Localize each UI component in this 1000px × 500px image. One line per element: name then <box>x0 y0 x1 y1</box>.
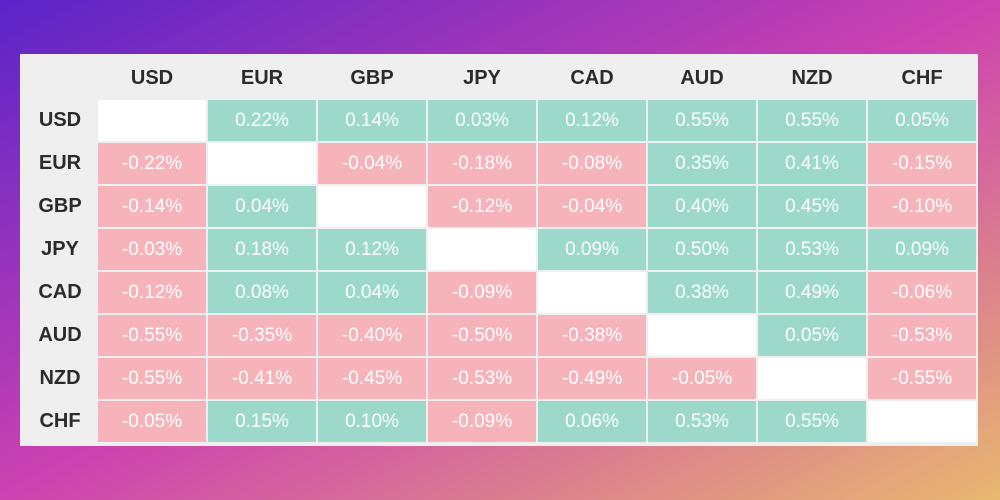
heatmap-cell-usd-nzd: 0.55% <box>758 100 866 141</box>
heatmap-cell-usd-jpy: 0.03% <box>428 100 536 141</box>
heatmap-cell-gbp-cad: -0.04% <box>538 186 646 227</box>
heatmap-cell-aud-eur: -0.35% <box>208 315 316 356</box>
heatmap-cell-chf-eur: 0.15% <box>208 401 316 442</box>
heatmap-cell-eur-usd: -0.22% <box>98 143 206 184</box>
heatmap-cell-jpy-eur: 0.18% <box>208 229 316 270</box>
heatmap-cell-usd-gbp: 0.14% <box>318 100 426 141</box>
row-header-usd: USD <box>24 100 96 141</box>
table-row: CHF -0.05% 0.15% 0.10% -0.09% 0.06% 0.53% 0.55% <box>24 401 976 442</box>
column-header-nzd: NZD <box>758 58 866 98</box>
row-header-nzd: NZD <box>24 358 96 399</box>
heatmap-cell-aud-cad: -0.38% <box>538 315 646 356</box>
row-header-cad: CAD <box>24 272 96 313</box>
heatmap-cell-gbp-eur: 0.04% <box>208 186 316 227</box>
heatmap-cell-usd-eur: 0.22% <box>208 100 316 141</box>
heatmap-cell-gbp-usd: -0.14% <box>98 186 206 227</box>
corner-cell <box>24 58 96 98</box>
heatmap-cell-aud-nzd: 0.05% <box>758 315 866 356</box>
diagonal-cell <box>648 315 756 356</box>
heatmap-cell-aud-chf: -0.53% <box>868 315 976 356</box>
heatmap-cell-eur-gbp: -0.04% <box>318 143 426 184</box>
heatmap-cell-nzd-usd: -0.55% <box>98 358 206 399</box>
heatmap-cell-nzd-eur: -0.41% <box>208 358 316 399</box>
heatmap-cell-cad-usd: -0.12% <box>98 272 206 313</box>
table-row: JPY -0.03% 0.18% 0.12% 0.09% 0.50% 0.53% 0.09% <box>24 229 976 270</box>
diagonal-cell <box>98 100 206 141</box>
column-header-aud: AUD <box>648 58 756 98</box>
column-header-row: USD EUR GBP JPY CAD AUD NZD CHF <box>24 58 976 98</box>
heatmap-cell-jpy-chf: 0.09% <box>868 229 976 270</box>
heatmap-cell-aud-jpy: -0.50% <box>428 315 536 356</box>
row-header-chf: CHF <box>24 401 96 442</box>
heatmap-cell-chf-aud: 0.53% <box>648 401 756 442</box>
heatmap-body: USD 0.22% 0.14% 0.03% 0.12% 0.55% 0.55% 0.05% EU… <box>24 100 976 442</box>
heatmap-cell-jpy-usd: -0.03% <box>98 229 206 270</box>
heatmap-cell-cad-eur: 0.08% <box>208 272 316 313</box>
column-header-eur: EUR <box>208 58 316 98</box>
heatmap-cell-chf-usd: -0.05% <box>98 401 206 442</box>
table-row: GBP -0.14% 0.04% -0.12% -0.04% 0.40% 0.45% -0.1… <box>24 186 976 227</box>
heatmap-cell-aud-usd: -0.55% <box>98 315 206 356</box>
heatmap-cell-cad-gbp: 0.04% <box>318 272 426 313</box>
heatmap-cell-cad-aud: 0.38% <box>648 272 756 313</box>
table-row: USD 0.22% 0.14% 0.03% 0.12% 0.55% 0.55% 0.05% <box>24 100 976 141</box>
diagonal-cell <box>208 143 316 184</box>
heatmap-cell-cad-jpy: -0.09% <box>428 272 536 313</box>
column-header-chf: CHF <box>868 58 976 98</box>
heatmap-cell-jpy-nzd: 0.53% <box>758 229 866 270</box>
heatmap-cell-nzd-gbp: -0.45% <box>318 358 426 399</box>
column-header-cad: CAD <box>538 58 646 98</box>
heatmap-cell-eur-jpy: -0.18% <box>428 143 536 184</box>
currency-heatmap-table: USD EUR GBP JPY CAD AUD NZD CHF USD 0.22% 0.14% 0.… <box>22 56 978 444</box>
heatmap-cell-gbp-aud: 0.40% <box>648 186 756 227</box>
row-header-gbp: GBP <box>24 186 96 227</box>
diagonal-cell <box>318 186 426 227</box>
row-header-jpy: JPY <box>24 229 96 270</box>
heatmap-cell-nzd-aud: -0.05% <box>648 358 756 399</box>
heatmap-cell-cad-nzd: 0.49% <box>758 272 866 313</box>
diagonal-cell <box>758 358 866 399</box>
row-header-aud: AUD <box>24 315 96 356</box>
heatmap-cell-aud-gbp: -0.40% <box>318 315 426 356</box>
heatmap-cell-usd-aud: 0.55% <box>648 100 756 141</box>
table-row: AUD -0.55% -0.35% -0.40% -0.50% -0.38% 0.05% -0… <box>24 315 976 356</box>
heatmap-cell-chf-cad: 0.06% <box>538 401 646 442</box>
heatmap-cell-jpy-cad: 0.09% <box>538 229 646 270</box>
heatmap-cell-eur-nzd: 0.41% <box>758 143 866 184</box>
table-row: NZD -0.55% -0.41% -0.45% -0.53% -0.49% -0.05% -… <box>24 358 976 399</box>
table-row: EUR -0.22% -0.04% -0.18% -0.08% 0.35% 0.41% -0.… <box>24 143 976 184</box>
heatmap-cell-usd-chf: 0.05% <box>868 100 976 141</box>
heatmap-cell-jpy-aud: 0.50% <box>648 229 756 270</box>
heatmap-cell-nzd-jpy: -0.53% <box>428 358 536 399</box>
row-header-eur: EUR <box>24 143 96 184</box>
heatmap-cell-eur-chf: -0.15% <box>868 143 976 184</box>
heatmap-cell-cad-chf: -0.06% <box>868 272 976 313</box>
column-header-usd: USD <box>98 58 206 98</box>
diagonal-cell <box>428 229 536 270</box>
heatmap-cell-nzd-chf: -0.55% <box>868 358 976 399</box>
column-header-gbp: GBP <box>318 58 426 98</box>
column-header-jpy: JPY <box>428 58 536 98</box>
heatmap-cell-chf-gbp: 0.10% <box>318 401 426 442</box>
heatmap-cell-usd-cad: 0.12% <box>538 100 646 141</box>
diagonal-cell <box>868 401 976 442</box>
heatmap-cell-gbp-jpy: -0.12% <box>428 186 536 227</box>
heatmap-cell-nzd-cad: -0.49% <box>538 358 646 399</box>
heatmap-cell-jpy-gbp: 0.12% <box>318 229 426 270</box>
heatmap-cell-chf-jpy: -0.09% <box>428 401 536 442</box>
diagonal-cell <box>538 272 646 313</box>
heatmap-cell-eur-aud: 0.35% <box>648 143 756 184</box>
heatmap-cell-eur-cad: -0.08% <box>538 143 646 184</box>
heatmap-cell-gbp-nzd: 0.45% <box>758 186 866 227</box>
heatmap-cell-chf-nzd: 0.55% <box>758 401 866 442</box>
heatmap-cell-gbp-chf: -0.10% <box>868 186 976 227</box>
table-row: CAD -0.12% 0.08% 0.04% -0.09% 0.38% 0.49% -0.06… <box>24 272 976 313</box>
